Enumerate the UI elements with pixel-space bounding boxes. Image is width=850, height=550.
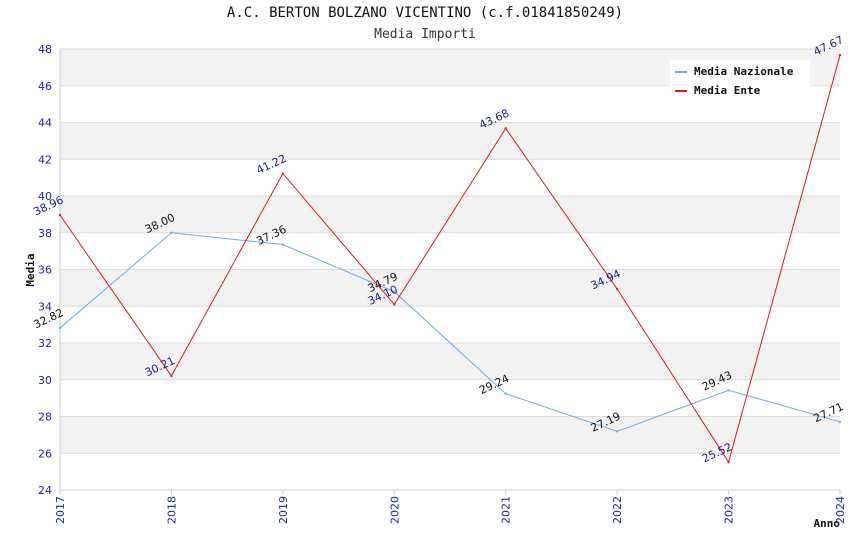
data-point bbox=[393, 303, 396, 306]
data-point bbox=[504, 127, 507, 130]
x-tick-label: 2019 bbox=[277, 496, 290, 524]
legend-box bbox=[670, 60, 810, 102]
grid-band bbox=[60, 122, 840, 160]
y-tick-label: 44 bbox=[38, 117, 52, 130]
y-tick-label: 24 bbox=[38, 484, 52, 497]
x-axis-title: Anno bbox=[814, 517, 841, 530]
y-tick-label: 46 bbox=[38, 80, 52, 93]
y-tick-label: 42 bbox=[38, 153, 52, 166]
legend: Media Nazionale Media Ente bbox=[670, 60, 810, 102]
data-point bbox=[838, 53, 842, 57]
data-point bbox=[727, 389, 730, 392]
data-point bbox=[504, 392, 507, 395]
data-point bbox=[170, 231, 173, 234]
data-point bbox=[615, 430, 619, 433]
series-line-0 bbox=[59, 232, 841, 432]
data-point bbox=[58, 213, 62, 217]
x-tick-label: 2017 bbox=[54, 496, 67, 524]
y-tick-label: 30 bbox=[38, 374, 52, 387]
series-line-1 bbox=[59, 54, 841, 464]
grid-band bbox=[60, 416, 840, 454]
y-tick-label: 40 bbox=[38, 190, 52, 203]
chart-title: A.C. BERTON BOLZANO VICENTINO (c.f.01841… bbox=[226, 5, 624, 21]
data-point bbox=[393, 290, 396, 293]
y-tick-label: 32 bbox=[38, 337, 52, 350]
y-tick-label: 48 bbox=[38, 43, 52, 56]
data-point bbox=[170, 374, 173, 378]
data-point bbox=[838, 420, 842, 424]
x-tick-label: 2024 bbox=[834, 496, 847, 524]
x-tick-label: 2021 bbox=[500, 496, 513, 524]
legend-label: Media Nazionale bbox=[694, 65, 794, 78]
data-point bbox=[281, 243, 285, 246]
grid-band bbox=[60, 196, 840, 233]
chart-subtitle: Media Importi bbox=[374, 27, 476, 42]
data-point bbox=[281, 172, 285, 175]
y-tick-label: 26 bbox=[38, 447, 52, 460]
y-tick-label: 38 bbox=[38, 227, 52, 240]
y-axis-title: Media bbox=[24, 253, 37, 286]
x-tick-label: 2020 bbox=[388, 496, 401, 524]
grid-band bbox=[60, 343, 840, 380]
x-tick-label: 2018 bbox=[165, 496, 178, 524]
y-tick-label: 34 bbox=[38, 300, 52, 313]
data-point bbox=[615, 287, 619, 291]
y-tick-label: 36 bbox=[38, 264, 52, 277]
x-tick-label: 2022 bbox=[611, 496, 624, 524]
x-tick-label: 2023 bbox=[723, 496, 736, 524]
data-point bbox=[58, 326, 62, 330]
legend-label: Media Ente bbox=[694, 84, 761, 97]
grid-band bbox=[60, 269, 840, 307]
data-point bbox=[727, 460, 730, 464]
y-tick-label: 28 bbox=[38, 411, 52, 424]
